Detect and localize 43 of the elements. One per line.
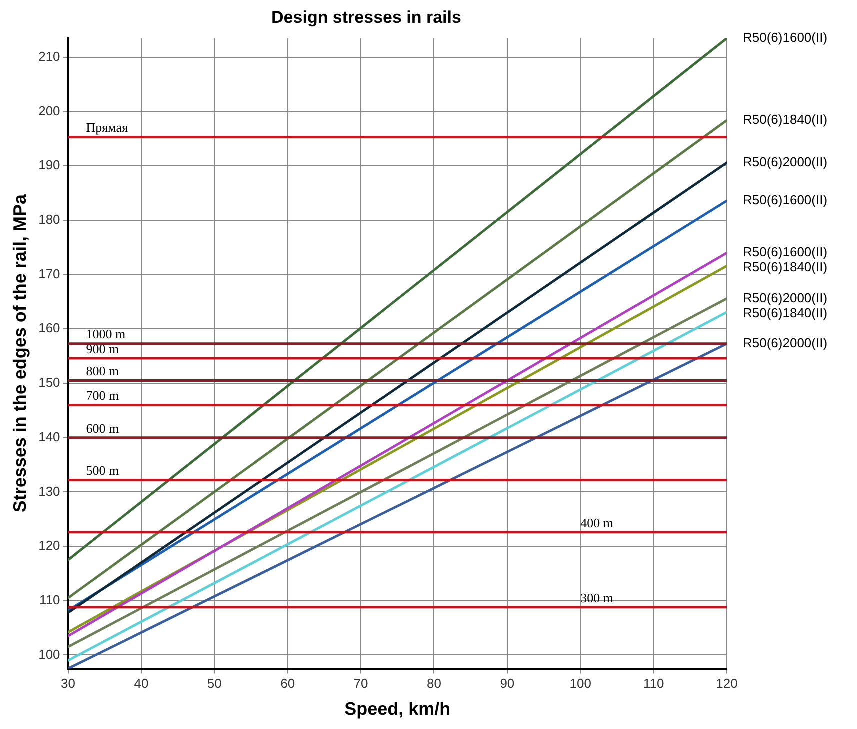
ref-line-label: 1000 m [86, 326, 126, 342]
y-tick-label: 200 [38, 103, 60, 118]
ref-line-label: 800 m [86, 364, 120, 379]
series-label: R50(6)2000(II) [743, 154, 828, 170]
ref-line-label: 600 m [86, 420, 120, 436]
x-tick-label: 100 [570, 676, 592, 692]
x-tick-label: 120 [716, 676, 738, 692]
y-tick-label: 210 [38, 49, 60, 64]
ref-line-label: 400 m [580, 515, 614, 530]
y-tick-label: 100 [38, 646, 60, 662]
series-label: R50(6)2000(II) [743, 335, 828, 350]
x-tick-label: 40 [134, 676, 149, 692]
ref-line-label: Прямая [86, 120, 128, 136]
y-axis-title: Stresses in the edges of the rail, MPa [10, 194, 30, 513]
x-tick-label: 60 [280, 676, 296, 692]
ref-line-label: 700 m [86, 388, 120, 404]
x-axis-title: Speed, km/h [344, 699, 451, 720]
x-tick-label: 110 [643, 676, 664, 692]
ref-line-label: 500 m [86, 463, 120, 478]
y-tick-label: 170 [38, 266, 60, 282]
y-tick-label: 160 [38, 320, 60, 336]
series-label: R50(6)1840(II) [743, 305, 828, 320]
x-tick-label: 30 [61, 676, 76, 692]
series-label: R50(6)1840(II) [743, 260, 828, 275]
y-tick-label: 190 [38, 158, 60, 173]
series-label: R50(6)1600(II) [743, 192, 828, 208]
chart-title: Design stresses in rails [272, 8, 462, 27]
x-tick-label: 50 [207, 676, 222, 692]
ref-line-label: 900 m [86, 341, 120, 356]
series-label: R50(6)2000(II) [743, 290, 828, 306]
series-label: R50(6)1600(II) [743, 244, 828, 260]
y-tick-label: 180 [38, 212, 60, 228]
y-tick-label: 140 [38, 429, 60, 444]
y-tick-label: 130 [38, 484, 60, 499]
series-label: R50(6)1600(II) [743, 30, 828, 45]
x-tick-label: 70 [354, 676, 368, 692]
y-tick-label: 120 [38, 538, 60, 554]
ref-line-label: 300 m [580, 590, 614, 606]
y-tick-label: 110 [40, 592, 60, 608]
x-tick-label: 90 [500, 676, 515, 692]
y-tick-label: 150 [38, 375, 60, 390]
x-tick-label: 80 [427, 676, 442, 692]
series-label: R50(6)1840(II) [743, 112, 828, 128]
